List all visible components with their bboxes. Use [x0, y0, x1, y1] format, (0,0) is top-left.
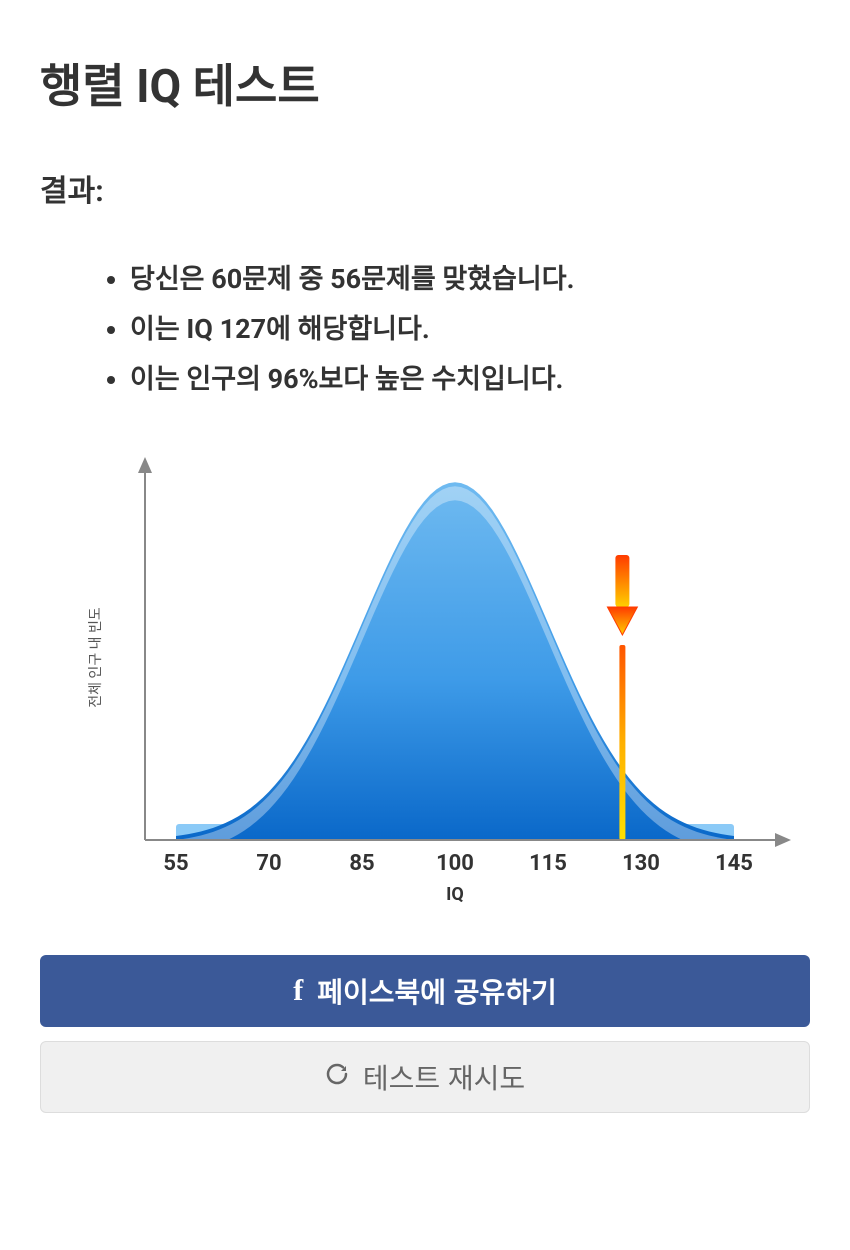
action-buttons: f 페이스북에 공유하기 테스트 재시도 — [40, 955, 810, 1113]
page-title: 행렬 IQ 테스트 — [40, 50, 810, 116]
svg-text:85: 85 — [349, 851, 374, 876]
svg-text:55: 55 — [163, 851, 188, 876]
retry-icon — [325, 1061, 349, 1093]
result-item: 당신은 60문제 중 56문제를 맞혔습니다. — [130, 255, 810, 305]
svg-text:100: 100 — [436, 851, 474, 876]
result-item: 이는 인구의 96%보다 높은 수치입니다. — [130, 355, 810, 405]
svg-text:IQ: IQ — [446, 884, 464, 905]
svg-text:145: 145 — [715, 851, 753, 876]
svg-text:130: 130 — [622, 851, 660, 876]
facebook-icon: f — [293, 974, 303, 1008]
results-heading: 결과: — [40, 166, 810, 210]
svg-text:전체 인구 내 빈도: 전체 인구 내 빈도 — [88, 607, 104, 708]
retry-label: 테스트 재시도 — [363, 1057, 525, 1097]
share-facebook-button[interactable]: f 페이스북에 공유하기 — [40, 955, 810, 1027]
svg-text:115: 115 — [529, 851, 567, 876]
results-list: 당신은 60문제 중 56문제를 맞혔습니다. 이는 IQ 127에 해당합니다… — [130, 255, 810, 405]
retry-button[interactable]: 테스트 재시도 — [40, 1041, 810, 1113]
iq-distribution-chart: 55 70 85 100 115 130 145 IQ 전체 인구 내 빈도 — [40, 445, 810, 905]
result-item: 이는 IQ 127에 해당합니다. — [130, 305, 810, 355]
chart-svg: 55 70 85 100 115 130 145 IQ 전체 인구 내 빈도 — [45, 445, 805, 905]
share-facebook-label: 페이스북에 공유하기 — [317, 971, 557, 1011]
svg-text:70: 70 — [256, 851, 281, 876]
